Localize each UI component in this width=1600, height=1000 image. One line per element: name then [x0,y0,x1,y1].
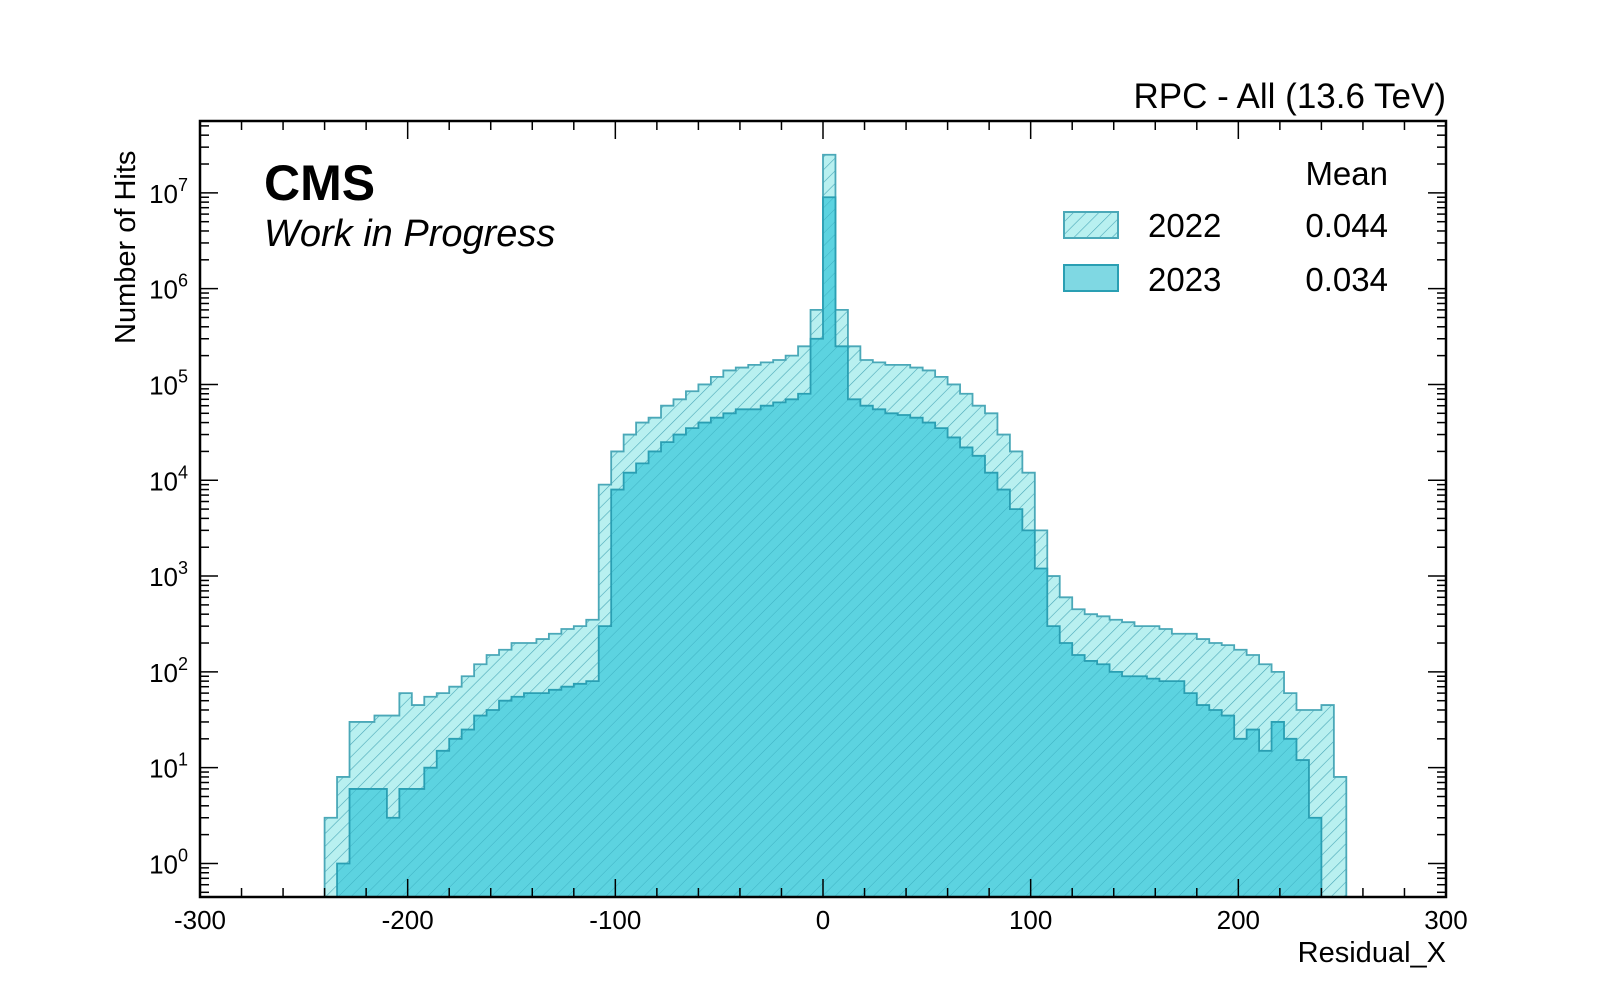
y-tick-label: 107 [149,175,188,209]
y-tick-label: 100 [149,845,188,879]
x-tick-label: -200 [382,905,434,935]
legend-label-2023: 2023 [1148,261,1221,298]
experiment-label: CMS [264,155,375,211]
axis-ticks [199,121,1447,897]
legend-header: Mean [1305,155,1388,192]
series-2023-fill [324,197,1334,897]
y-tick-label: 105 [149,366,188,400]
y-axis-label: Number of Hits [110,151,142,344]
x-tick-label: -100 [589,905,641,935]
x-tick-label: 0 [816,905,830,935]
x-tick-label: -300 [174,905,226,935]
x-tick-label: 200 [1217,905,1260,935]
x-axis-label: Residual_X [1298,937,1446,969]
series-2023-outline [323,196,1335,897]
y-tick-label: 102 [149,654,188,688]
y-tick-label: 103 [149,558,188,592]
chart-title: RPC - All (13.6 TeV) [1133,77,1446,116]
x-tick-label: 300 [1424,905,1467,935]
legend-mean-2023: 0.034 [1305,261,1388,298]
legend-swatch-2022 [1063,211,1119,239]
legend-label-2022: 2022 [1148,207,1221,244]
legend-swatch-2023 [1063,264,1119,292]
x-tick-labels: -300 -200 -100 0 100 200 300 [174,905,1468,935]
y-tick-labels: 100 101 102 103 104 105 106 107 [149,175,188,880]
x-tick-label: 100 [1009,905,1052,935]
legend-mean-2022: 0.044 [1305,207,1388,244]
y-tick-label: 104 [149,462,188,496]
series-2023-histogram [323,196,1335,897]
y-tick-label: 106 [149,271,188,305]
legend: Mean 2022 0.044 2023 0.034 [1063,155,1388,298]
status-label: Work in Progress [264,213,555,255]
y-tick-label: 101 [149,750,188,784]
plot-frame [198,119,1448,899]
